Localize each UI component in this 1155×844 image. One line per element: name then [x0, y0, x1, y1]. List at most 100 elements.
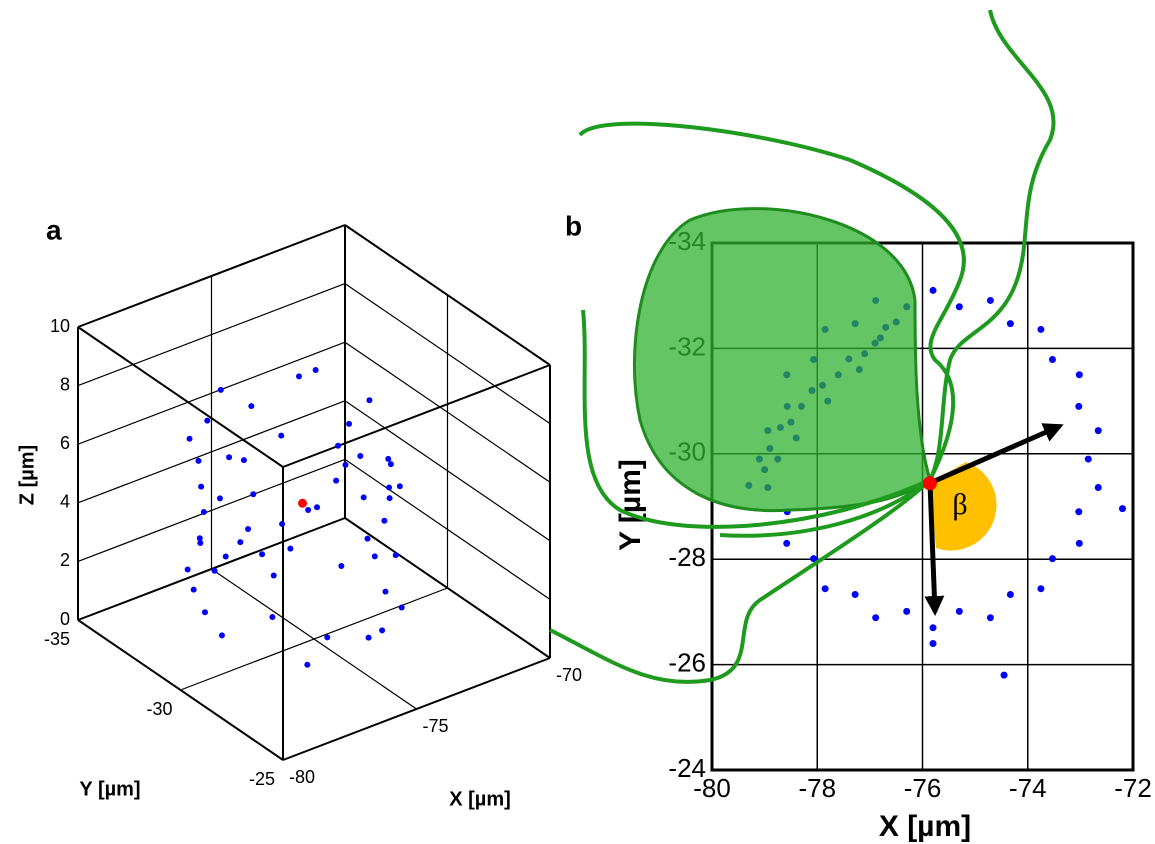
point — [929, 286, 937, 294]
point — [196, 535, 203, 542]
point — [184, 566, 191, 573]
point — [366, 397, 373, 404]
cell-overlay: β — [549, 9, 1064, 684]
y-tick-label: -28 — [668, 542, 706, 572]
point — [312, 366, 319, 373]
point — [269, 613, 276, 620]
point — [1118, 505, 1126, 513]
point — [810, 555, 818, 563]
x-tick-label: -80 — [693, 773, 731, 803]
y-axis-title: Y [µm] — [614, 459, 647, 551]
x-tick-label: -76 — [904, 773, 942, 803]
cell-body — [632, 207, 932, 513]
point — [200, 509, 207, 516]
x-axis-title: X [µm] — [879, 810, 971, 843]
point — [387, 461, 394, 468]
y-tick-label: -35 — [44, 629, 70, 649]
point — [270, 572, 277, 579]
point — [1006, 591, 1014, 599]
point — [216, 495, 223, 502]
grid-line — [77, 517, 346, 621]
point — [783, 539, 791, 547]
z-tick-label: 6 — [60, 433, 70, 453]
z-axis-title: Z [µm] — [16, 445, 38, 505]
x-tick-label: -75 — [423, 716, 449, 736]
point — [197, 539, 204, 546]
point — [929, 640, 937, 648]
point — [335, 442, 342, 449]
point — [287, 545, 294, 552]
x-tick-label: -78 — [798, 773, 836, 803]
z-tick-label: 4 — [60, 492, 70, 512]
point — [929, 624, 937, 632]
point — [250, 491, 257, 498]
z-tick-label: 2 — [60, 550, 70, 570]
y-tick-label: -25 — [249, 769, 275, 789]
x-axis-title: X [µm] — [449, 788, 511, 810]
point — [259, 551, 266, 558]
point — [1037, 585, 1045, 593]
x-tick-label: -74 — [1009, 773, 1047, 803]
point — [955, 303, 963, 311]
z-tick-label: 8 — [60, 374, 70, 394]
y-axis-title: Y [µm] — [79, 778, 140, 800]
x-tick-label: -72 — [1114, 773, 1152, 803]
point — [222, 553, 229, 560]
grid-line — [180, 587, 448, 691]
angle-wedge — [930, 462, 997, 551]
point — [240, 457, 247, 464]
point — [1075, 371, 1083, 379]
point — [314, 504, 321, 511]
point — [333, 477, 340, 484]
point — [1048, 555, 1056, 563]
point — [201, 609, 208, 616]
point — [195, 457, 202, 464]
point — [245, 525, 252, 532]
point — [346, 420, 353, 427]
point — [1048, 355, 1056, 363]
z-tick-label: 0 — [60, 609, 70, 629]
panel-label: a — [46, 214, 62, 245]
point — [248, 403, 255, 410]
point — [385, 455, 392, 462]
point — [379, 627, 386, 634]
point — [295, 373, 302, 380]
point — [226, 454, 233, 461]
box-edge — [77, 326, 284, 468]
point — [821, 585, 829, 593]
arrow — [924, 482, 945, 616]
point — [851, 591, 859, 599]
point — [398, 604, 405, 611]
y-tick-label: -24 — [668, 753, 706, 783]
point — [986, 296, 994, 304]
plot-frame — [710, 241, 1135, 772]
point — [304, 661, 311, 668]
z-tick-label: 10 — [50, 316, 70, 336]
y-tick-label: -30 — [146, 699, 172, 719]
point — [365, 634, 372, 641]
point — [279, 520, 286, 527]
point — [1094, 427, 1102, 435]
grid-line — [282, 657, 551, 761]
point — [955, 607, 963, 615]
point — [364, 535, 371, 542]
point — [903, 607, 911, 615]
panel-label: b — [565, 210, 582, 241]
point — [217, 386, 224, 393]
point — [382, 588, 389, 595]
point — [381, 517, 388, 524]
point — [1094, 484, 1102, 492]
point — [305, 506, 312, 513]
point — [1000, 671, 1008, 679]
point — [218, 632, 225, 639]
point — [922, 476, 937, 491]
point — [278, 432, 285, 439]
point — [392, 552, 399, 559]
point — [1084, 455, 1092, 463]
point — [237, 539, 244, 546]
point — [360, 494, 367, 501]
point — [371, 553, 378, 560]
point — [1037, 325, 1045, 333]
y-tick-label: -26 — [668, 647, 706, 677]
